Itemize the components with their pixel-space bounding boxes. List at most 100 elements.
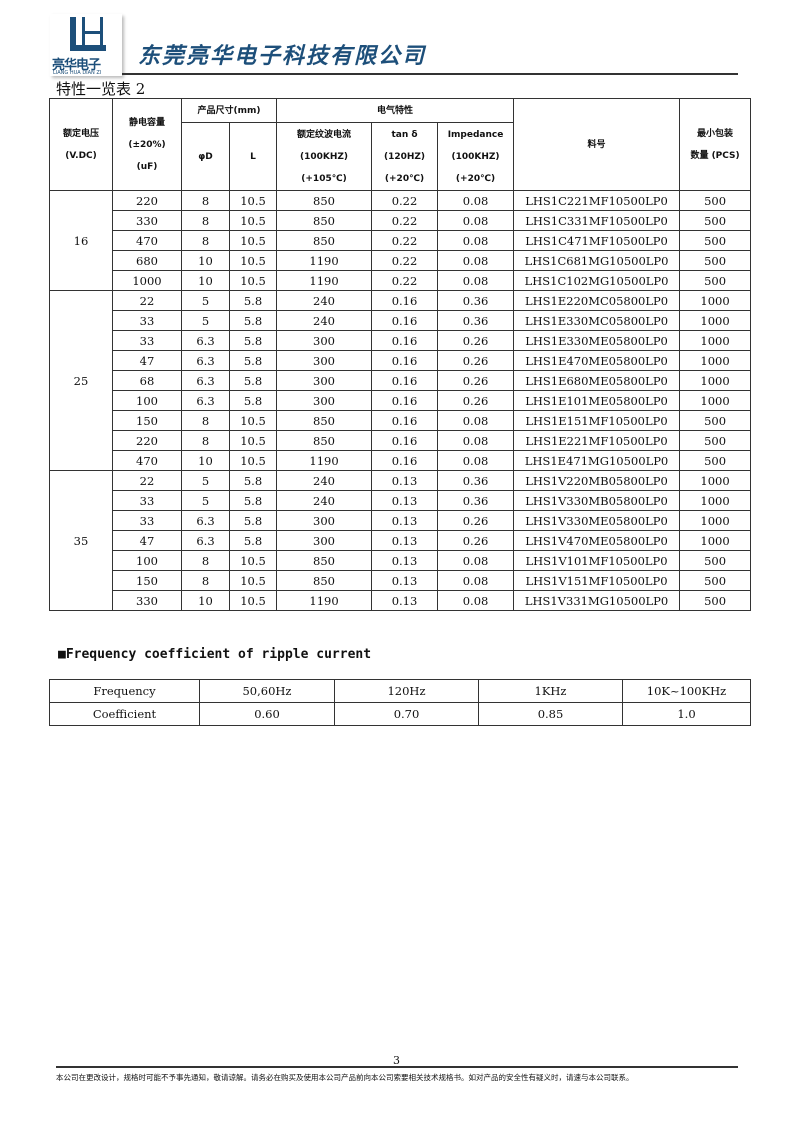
frequency-table: Frequency 50,60Hz 120Hz 1KHz 10K~100KHz Coeff… xyxy=(49,679,751,726)
table-cell: 0.60 xyxy=(199,702,335,726)
table-cell: 8 xyxy=(181,210,230,231)
header-voltage: 额定电压 (V.DC) xyxy=(49,98,113,191)
company-name: 东莞亮华电子科技有限公司 xyxy=(138,44,427,69)
table-row: 220 8 10.5 850 0.16 0.08 LHS1E221MF10500LP0 500 xyxy=(50,430,752,451)
table-cell: LHS1C681MG10500LP0 xyxy=(513,250,681,271)
table-cell: 500 xyxy=(679,210,752,231)
company-logo: 亮华电子 LIANG HUA DIAN ZI xyxy=(50,14,122,76)
table-cell: 5.8 xyxy=(228,290,278,311)
table-cell: 0.26 xyxy=(437,370,515,391)
table-cell: 47 xyxy=(112,350,182,371)
table-cell: LHS1C102MG10500LP0 xyxy=(513,270,681,291)
section-title: ■Frequency coefficient of ripple current xyxy=(58,647,372,662)
table-row: 330 10 10.5 1190 0.13 0.08 LHS1V331MG10500LP0 5… xyxy=(50,590,752,611)
table-cell: 0.26 xyxy=(437,390,515,411)
table-cell: 850 xyxy=(276,210,373,231)
header-tan: tan δ (120HZ) (+20℃) xyxy=(371,122,439,191)
table-cell: 10.5 xyxy=(228,230,278,251)
header-electrical: 电气特性 xyxy=(276,98,515,123)
table-cell: 0.36 xyxy=(437,290,515,311)
table-row: 150 8 10.5 850 0.13 0.08 LHS1V151MF10500LP0 500 xyxy=(50,570,752,591)
table-cell: LHS1V331MG10500LP0 xyxy=(513,590,681,611)
table-cell: 330 xyxy=(112,210,182,231)
table-cell: 0.08 xyxy=(437,270,515,291)
table-cell: 8 xyxy=(181,570,230,591)
table-cell: 5.8 xyxy=(228,370,278,391)
table-cell: 500 xyxy=(679,590,752,611)
table-cell: 5 xyxy=(181,490,230,511)
table-cell: 240 xyxy=(276,490,373,511)
table-cell: 5.8 xyxy=(228,350,278,371)
table-row: 33 5 5.8 240 0.13 0.36 LHS1V330MB05800LP0 1000 xyxy=(50,490,752,511)
table-cell: 1000 xyxy=(112,270,182,291)
table-cell: 8 xyxy=(181,410,230,431)
table-cell: 500 xyxy=(679,250,752,271)
table-cell: 850 xyxy=(276,550,373,571)
table-cell: 240 xyxy=(276,470,373,491)
table-cell: 10.5 xyxy=(228,210,278,231)
table-cell: 10.5 xyxy=(228,250,278,271)
header-row: 额定电压 (V.DC) 静电容量 (±20%) (uF) 产品尺寸(mm) 电气特性 … xyxy=(49,98,752,191)
table-cell: 5 xyxy=(181,290,230,311)
logo-text: 亮华电子 xyxy=(52,58,101,73)
table-cell: 0.08 xyxy=(437,410,515,431)
table-cell: 0.16 xyxy=(371,430,439,451)
table-cell: LHS1V151MF10500LP0 xyxy=(513,570,681,591)
table-cell: 1000 xyxy=(679,510,752,531)
table-row: 470 8 10.5 850 0.22 0.08 LHS1C471MF10500LP0 500 xyxy=(50,230,752,251)
table-cell: 300 xyxy=(276,530,373,551)
table-cell: 1000 xyxy=(679,350,752,371)
table-cell: 500 xyxy=(679,450,752,471)
table-cell: 1000 xyxy=(679,390,752,411)
table-cell: 0.22 xyxy=(371,190,439,211)
table-cell: LHS1E101ME05800LP0 xyxy=(513,390,681,411)
table-cell: 33 xyxy=(112,510,182,531)
table-cell: 0.16 xyxy=(371,450,439,471)
table-cell: 0.13 xyxy=(371,570,439,591)
table-cell: 0.16 xyxy=(371,370,439,391)
table-cell: 33 xyxy=(112,330,182,351)
table-cell: 1000 xyxy=(679,530,752,551)
table-cell: 5.8 xyxy=(228,510,278,531)
logo-mark-icon xyxy=(70,17,106,51)
table-cell: 850 xyxy=(276,230,373,251)
table-cell: 680 xyxy=(112,250,182,271)
table-cell: 470 xyxy=(112,450,182,471)
table-cell: 0.16 xyxy=(371,350,439,371)
table-cell: 0.22 xyxy=(371,270,439,291)
table-cell: 5.8 xyxy=(228,310,278,331)
table-cell: 500 xyxy=(679,570,752,591)
table-cell: 300 xyxy=(276,390,373,411)
table-cell: 6.3 xyxy=(181,510,230,531)
table-cell: 0.22 xyxy=(371,230,439,251)
table-cell: 100 xyxy=(112,550,182,571)
table-cell: 5.8 xyxy=(228,330,278,351)
spec-table: 额定电压 (V.DC) 静电容量 (±20%) (uF) 产品尺寸(mm) 电气特性 … xyxy=(49,98,752,611)
table-cell: 0.16 xyxy=(371,290,439,311)
table-cell: 0.13 xyxy=(371,550,439,571)
table-cell: 120Hz xyxy=(334,679,479,703)
table-cell: 0.16 xyxy=(371,330,439,351)
table-cell: LHS1V220MB05800LP0 xyxy=(513,470,681,491)
table-cell: 33 xyxy=(112,310,182,331)
table-row: 16 220 8 10.5 850 0.22 0.08 LHS1C221MF10500LP0 5… xyxy=(49,190,752,291)
table-cell: 0.16 xyxy=(371,410,439,431)
table-cell: 240 xyxy=(276,290,373,311)
table-cell: 850 xyxy=(276,190,373,211)
table-cell: 6.3 xyxy=(181,390,230,411)
table-cell: 10 xyxy=(181,590,230,611)
table-cell: 1190 xyxy=(276,270,373,291)
table-cell: 300 xyxy=(276,330,373,351)
table-cell: LHS1E471MG10500LP0 xyxy=(513,450,681,471)
table-cell: LHS1E220MC05800LP0 xyxy=(513,290,681,311)
table-row: 47 6.3 5.8 300 0.16 0.26 LHS1E470ME05800LP0 100… xyxy=(50,350,752,371)
table-cell: 0.26 xyxy=(437,510,515,531)
table-cell: 5.8 xyxy=(228,530,278,551)
table-cell: 0.08 xyxy=(437,250,515,271)
table-cell: 6.3 xyxy=(181,370,230,391)
row-label: Frequency xyxy=(49,679,200,703)
table-cell: 240 xyxy=(276,310,373,331)
table-cell: 0.36 xyxy=(437,470,515,491)
footer-notice: 本公司在更改设计，规格时可能不予事先通知，敬请谅解。请务必在购买及使用本公司产品… xyxy=(56,1073,634,1082)
table-cell: LHS1C331MF10500LP0 xyxy=(513,210,681,231)
